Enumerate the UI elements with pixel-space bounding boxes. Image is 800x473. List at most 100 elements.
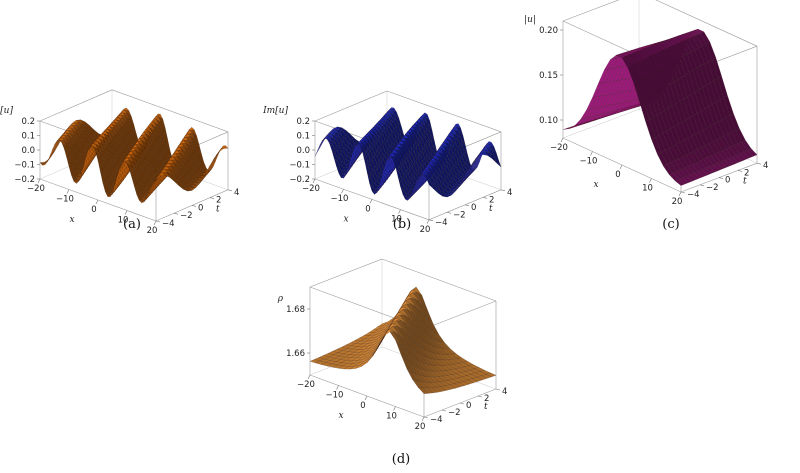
t-tick-label: −4 [162,219,175,229]
t-tick-label: 0 [466,401,471,411]
t-tick-label: 4 [507,188,512,198]
surface-patch [422,387,434,394]
surface-patch [471,377,483,382]
z-tick-label: 0.0 [296,146,310,156]
z-tick-label: 0.1 [296,132,310,142]
surface-mesh [39,107,229,204]
x-tick-label: 20 [420,225,431,235]
x-tick-label: −20 [297,380,315,390]
t-tick-label: 0 [198,203,203,213]
z-axis: 0.2 0.1 0.0 −0.1 −0.2 Im[u] [262,106,315,185]
x-tick-label: −20 [27,184,45,194]
surface-mesh [562,28,758,186]
surface-patch [727,156,739,165]
surface-patch [449,383,461,389]
t-tick-label: 2 [489,195,494,205]
z-tick-label: 0.2 [21,117,35,127]
z-axis-label: ℜe[u] [0,106,13,116]
t-axis-label: t [484,402,488,412]
caption-c: (c) [662,217,680,232]
surface-mesh [309,286,497,394]
caption-a: (a) [123,217,141,232]
x-tick-label: 0 [360,401,365,411]
caption-b: (b) [392,217,412,232]
z-tick-label: −0.1 [289,161,310,171]
plot-panel-d: −20 −10 0 10 20 x −4 −2 0 2 4 t 1.68 1.66 ρ [255,235,545,450]
z-tick-label: 0.15 [539,71,558,81]
t-tick-label: −2 [448,408,461,418]
x-axis: −20 −10 0 10 20 x [550,137,682,207]
z-tick-label: 0.20 [539,26,558,36]
surface-plot-a: −20−1001020x−4−2024t0.20.10.0−0.1−0.2ℜe[… [0,89,239,236]
z-axis-label: |u| [524,15,536,25]
z-tick-label: −0.1 [14,161,35,171]
surface-patch [568,124,579,129]
caption-d: (d) [391,452,411,467]
surface-patch [693,171,705,179]
surface-patch [435,386,447,392]
z-tick-label: 1.68 [286,305,305,315]
surface-patch [453,382,465,388]
surface-patch [485,372,497,378]
z-tick-label: 0.2 [296,117,310,127]
x-tick-label: 10 [642,184,653,194]
z-axis-label: Im[u] [262,106,288,116]
surface-patch [480,374,492,379]
x-tick-label: −20 [550,143,568,153]
surface-patch [431,387,443,393]
surface-patch [458,381,470,386]
surface-patch [157,172,166,177]
plot-panel-a: −20−1001020x−4−2024t0.20.10.0−0.1−0.2ℜe[… [0,0,270,236]
t-tick-label: −4 [435,218,448,228]
x-axis: −20 −10 0 10 20 x [27,178,157,236]
x-tick-label: −10 [326,391,344,401]
surface-patch [743,149,754,159]
surface-patch [153,175,161,183]
t-axis: −4 −2 0 2 4 t [155,188,239,229]
t-tick-label: 2 [484,394,489,404]
x-tick-label: 0 [615,170,620,180]
x-tick-label: 10 [391,215,402,225]
t-tick-label: −2 [453,210,466,220]
surface-patch [705,166,716,174]
z-tick-label: 1.66 [286,349,305,359]
x-axis-label: x [338,411,343,421]
surface-patch [216,148,225,155]
surface-patch [689,172,701,180]
surface-patch [678,177,689,185]
surface-patch [475,153,484,159]
surface-patch [453,183,461,193]
surface-patch [731,154,743,163]
surface-patch [448,190,457,196]
plot-panel-c: −20 −10 0 10 20 x −4 −2 0 2 4 t 0.20 0.15 0.10 |u| [524,0,797,210]
surface-patch [193,181,202,189]
t-tick-label: 2 [216,196,221,206]
surface-patch [426,178,434,190]
t-axis: −4 −2 0 2 4 t [423,387,507,425]
x-axis: −20 −10 0 10 20 x [297,374,425,432]
surface-mesh [314,107,502,201]
surface-patch [440,385,452,391]
x-tick-label: 0 [365,204,370,214]
x-axis: −20 −10 0 10 20 x [302,178,431,235]
surface-patch [674,179,686,186]
t-axis: −4 −2 0 2 4 t [428,188,512,228]
x-tick-label: −20 [302,184,320,194]
z-tick-label: 0.0 [21,146,35,156]
z-axis: 1.68 1.66 ρ [277,294,310,359]
surface-patch [701,167,712,176]
surface-patch [444,384,456,390]
surface-patch [686,174,697,182]
surface-patch [747,148,758,157]
t-axis: −4 −2 0 2 4 t [680,161,768,200]
t-tick-label: 4 [763,161,768,171]
x-axis-label: x [69,215,74,225]
z-axis: 0.20 0.15 0.10 |u| [524,15,563,126]
surface-patch [708,164,720,173]
x-axis-label: x [593,180,598,190]
z-tick-label: −0.2 [14,175,35,185]
t-tick-label: 4 [502,387,507,397]
